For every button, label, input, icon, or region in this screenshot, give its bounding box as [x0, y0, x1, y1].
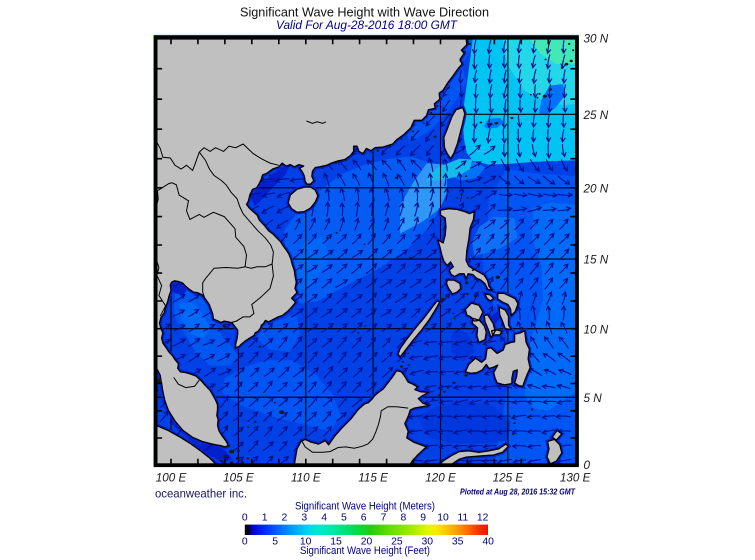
svg-text:0: 0	[242, 512, 248, 523]
svg-text:11: 11	[457, 512, 468, 523]
svg-text:120 E: 120 E	[425, 472, 456, 485]
svg-text:10: 10	[437, 512, 449, 523]
svg-text:30 N: 30 N	[584, 32, 609, 45]
svg-text:3: 3	[301, 512, 307, 523]
svg-text:Plotted at Aug 28, 2016 15:32: Plotted at Aug 28, 2016 15:32 GMT	[460, 487, 576, 497]
svg-text:35: 35	[452, 536, 464, 547]
svg-text:oceanweather inc.: oceanweather inc.	[155, 487, 247, 501]
svg-text:4: 4	[321, 512, 327, 523]
svg-text:Valid For Aug-28-2016 18:00 GM: Valid For Aug-28-2016 18:00 GMT	[276, 18, 459, 32]
svg-text:0: 0	[242, 536, 248, 547]
svg-text:12: 12	[477, 512, 489, 523]
svg-text:1: 1	[262, 512, 268, 523]
svg-text:105 E: 105 E	[223, 472, 254, 485]
svg-text:30: 30	[422, 536, 434, 547]
svg-text:100 E: 100 E	[156, 472, 187, 485]
svg-text:7: 7	[381, 512, 387, 523]
svg-text:15: 15	[330, 536, 342, 547]
svg-text:10: 10	[300, 536, 312, 547]
svg-text:5 N: 5 N	[584, 392, 603, 405]
svg-text:5: 5	[272, 536, 278, 547]
svg-text:20 N: 20 N	[583, 182, 609, 195]
svg-text:Significant Wave Height (Feet): Significant Wave Height (Feet)	[300, 545, 430, 557]
svg-text:8: 8	[401, 512, 407, 523]
svg-text:15 N: 15 N	[584, 254, 609, 267]
svg-text:40: 40	[482, 536, 494, 547]
svg-text:2: 2	[282, 512, 288, 523]
svg-text:Significant Wave Height with W: Significant Wave Height with Wave Direct…	[240, 5, 489, 20]
svg-text:125 E: 125 E	[493, 472, 524, 485]
svg-text:0: 0	[584, 459, 591, 472]
svg-text:6: 6	[361, 512, 367, 523]
svg-text:10 N: 10 N	[584, 323, 609, 336]
svg-text:9: 9	[420, 512, 426, 523]
svg-text:5: 5	[341, 512, 347, 523]
svg-text:25: 25	[391, 536, 403, 547]
svg-text:Significant Wave Height (Meter: Significant Wave Height (Meters)	[295, 501, 435, 513]
svg-text:115 E: 115 E	[358, 472, 388, 485]
svg-text:110 E: 110 E	[291, 472, 321, 485]
svg-text:25 N: 25 N	[583, 109, 609, 122]
svg-text:130 E: 130 E	[560, 472, 591, 485]
svg-text:20: 20	[361, 536, 373, 547]
